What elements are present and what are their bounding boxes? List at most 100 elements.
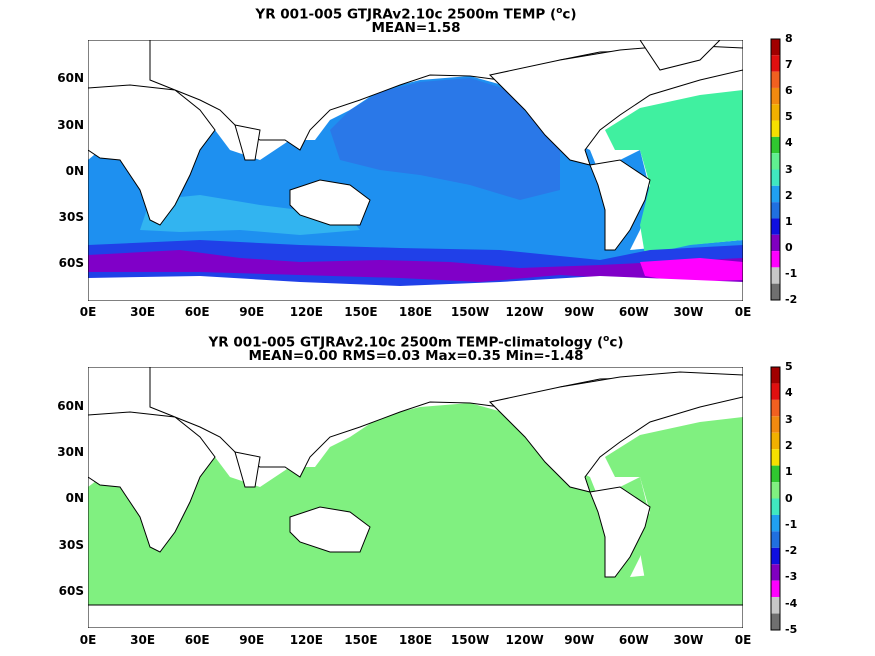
bottom-lon-label-11: 30W: [673, 633, 704, 647]
top-colorbar-label: 0: [785, 240, 793, 254]
bottom-ocean: [88, 403, 743, 610]
bottom-lon-label-6: 180E: [398, 633, 433, 647]
top-colorbar-swatch: [771, 71, 780, 88]
top-lon-label-1: 30E: [130, 305, 156, 319]
bottom-lon-label-8: 120W: [505, 633, 544, 647]
top-pacific: [330, 78, 560, 200]
bottom-lon-label-0: 0E: [79, 633, 97, 647]
top-colorbar-label: 4: [785, 136, 793, 150]
bottom-colorbar-label: -5: [785, 623, 798, 636]
bottom-lon-label-10: 60W: [618, 633, 649, 647]
top-lon-label-8: 120W: [505, 305, 544, 319]
top-colorbar-label: 1: [785, 214, 793, 228]
top-lat-label-0n: 0N: [65, 164, 84, 178]
bottom-colorbar-label: 4: [785, 386, 793, 400]
top-lon-label-7: 150W: [450, 305, 490, 319]
top-colorbar: [770, 38, 781, 301]
bottom-lat-label-60s: 60S: [58, 584, 84, 598]
bottom-lat-label-0n: 0N: [65, 491, 84, 505]
bottom-colorbar-swatch: [771, 498, 780, 515]
top-australia: [289, 179, 371, 226]
bottom-colorbar-label: -1: [785, 517, 798, 531]
top-greenland: [639, 40, 721, 71]
top-southern-purple: [88, 250, 743, 285]
top-colorbar-label: -1: [785, 266, 798, 280]
top-colorbar-label: -2: [785, 293, 798, 306]
top-colorbar-swatch: [771, 234, 780, 252]
top-colorbar-label: 2: [785, 188, 793, 202]
top-map: [88, 40, 743, 301]
bottom-colorbar-label: 1: [785, 465, 793, 479]
top-colorbar-swatch: [771, 55, 780, 72]
bottom-colorbar-swatch: [771, 547, 780, 565]
top-title-line1: YR 001-005 GTJRAv2.10c 2500m TEMP (oc): [0, 3, 832, 23]
top-colorbar-swatch: [771, 39, 780, 56]
bottom-lat-label-30n: 30N: [57, 445, 84, 459]
bottom-australia: [289, 506, 371, 553]
top-lon-label-3: 90E: [239, 305, 265, 319]
bottom-colorbar-label: -2: [785, 544, 798, 558]
top-antarctic-land: [88, 276, 743, 300]
bottom-colorbar-swatch: [771, 465, 780, 483]
bottom-colorbar-label: -4: [785, 596, 798, 610]
bottom-lat-label-60n: 60N: [57, 399, 84, 413]
bottom-colorbar-label: -3: [785, 570, 798, 584]
top-colorbar-label: 6: [785, 84, 793, 98]
bottom-lon-label-12: 0E: [734, 633, 752, 647]
bottom-lon-label-1: 30E: [130, 633, 156, 647]
top-lat-label-60n: 60N: [57, 71, 84, 85]
top-lon-label-9: 90W: [564, 305, 595, 319]
bottom-north-america: [488, 371, 743, 493]
top-colorbar-swatch: [771, 202, 780, 219]
top-lon-label-11: 30W: [673, 305, 704, 319]
top-southern-magenta: [640, 258, 743, 282]
bottom-colorbar-swatch: [771, 399, 780, 417]
top-atlantic: [605, 90, 743, 255]
bottom-title-degree: o: [603, 334, 610, 344]
bottom-lat-label-30s: 30S: [58, 538, 84, 552]
top-lon-label-0: 0E: [79, 305, 97, 319]
top-lat-label-30s: 30S: [58, 210, 84, 224]
top-eurasia: [149, 40, 743, 151]
top-lon-label-10: 60W: [618, 305, 649, 319]
bottom-atlantic: [605, 417, 743, 580]
top-colorbar-label: 8: [785, 32, 793, 45]
bottom-india: [234, 451, 261, 488]
top-title-unit: c): [562, 6, 577, 23]
top-colorbar-label: 3: [785, 162, 793, 176]
top-title-line2: MEAN=1.58: [371, 20, 461, 36]
bottom-title-line2: MEAN=0.00 RMS=0.03 Max=0.35 Min=-1.48: [248, 348, 584, 364]
bottom-lon-label-2: 60E: [184, 633, 210, 647]
top-india: [234, 124, 261, 161]
top-title-degree: o: [556, 6, 563, 16]
bottom-colorbar-swatch: [771, 432, 780, 450]
top-lon-label-2: 60E: [184, 305, 210, 319]
top-colorbar-swatch: [771, 169, 780, 186]
bottom-colorbar-swatch: [771, 597, 780, 614]
top-colorbar-frame: [770, 38, 781, 301]
bottom-title-unit: c): [609, 334, 624, 351]
bottom-colorbar-swatch: [771, 514, 780, 532]
top-lon-label-12: 0E: [734, 305, 752, 319]
top-indian-light: [140, 195, 360, 235]
bottom-lon-label-4: 120E: [289, 633, 323, 647]
top-colorbar-swatch: [771, 104, 780, 121]
bottom-colorbar-swatch: [771, 531, 780, 548]
top-lon-label-5: 150E: [344, 305, 378, 319]
bottom-lon-label-7: 150W: [450, 633, 490, 647]
top-colorbar-swatch: [771, 136, 780, 154]
top-lat-label-60s: 60S: [58, 256, 84, 270]
bottom-lon-label-9: 90W: [564, 633, 595, 647]
bottom-colorbar-swatch: [771, 580, 780, 598]
top-africa: [88, 84, 216, 226]
top-title-text: YR 001-005 GTJRAv2.10c 2500m TEMP (: [255, 6, 557, 23]
top-colorbar-swatch: [771, 120, 780, 137]
bottom-eurasia: [149, 367, 743, 478]
bottom-colorbar-swatch: [771, 613, 780, 630]
top-continents: [88, 40, 743, 251]
top-colorbar-swatch: [771, 267, 780, 284]
top-colorbar-swatch: [771, 283, 780, 300]
bottom-lon-label-5: 150E: [344, 633, 378, 647]
top-lon-label-4: 120E: [289, 305, 323, 319]
